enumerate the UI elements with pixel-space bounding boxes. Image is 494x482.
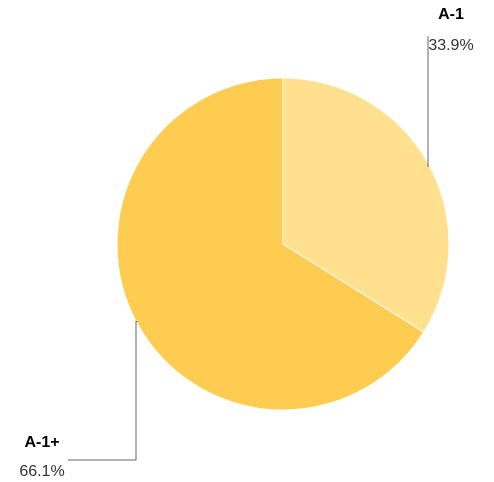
slice-value-a-1-plus: 66.1% (19, 463, 64, 480)
leader-line-a-1 (427, 36, 429, 167)
leader-line-a-1-plus (68, 321, 138, 461)
slice-labels: A-1 33.9% A-1+ 66.1% (19, 6, 473, 480)
slice-value-a-1: 33.9% (428, 37, 473, 54)
slice-label-a-1-plus: A-1+ (24, 434, 59, 451)
pie-slice-a-1-plus[interactable] (116, 77, 425, 411)
slice-label-a-1: A-1 (438, 6, 464, 23)
pie-slices (116, 77, 450, 411)
